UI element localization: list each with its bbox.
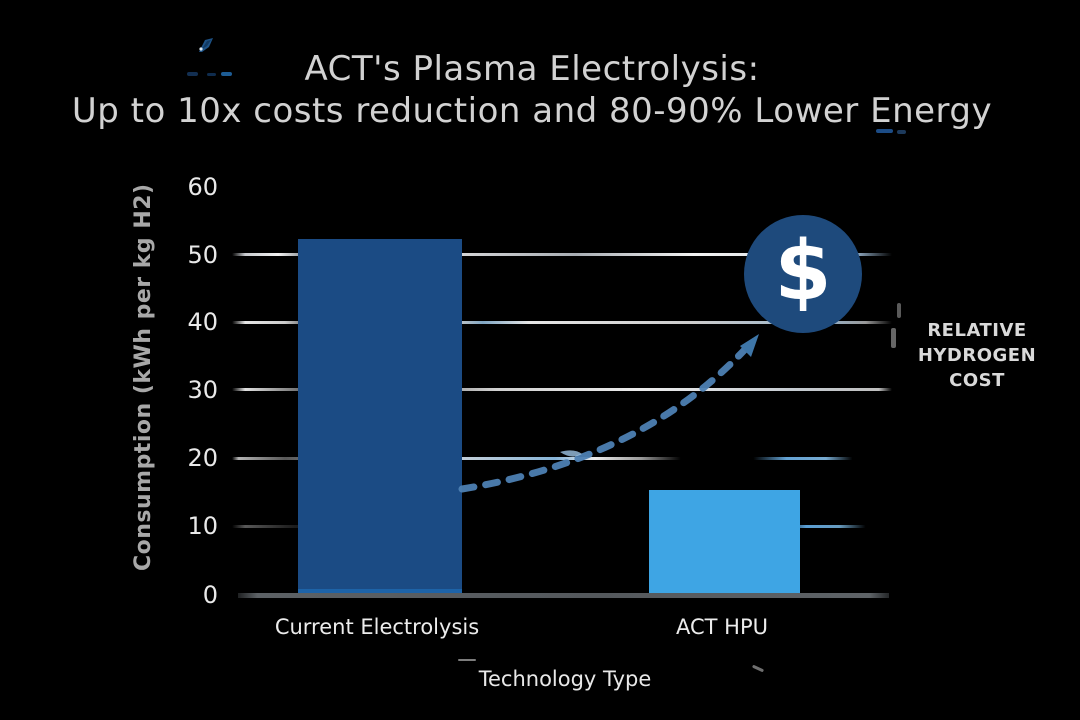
underline-artifact	[876, 129, 893, 133]
smudge-artifact	[458, 659, 476, 661]
smudge-artifact	[751, 664, 765, 673]
y-tick-0: 0	[202, 581, 218, 609]
relative-cost-line1: RELATIVE	[927, 320, 1027, 341]
relative-cost-line3: COST	[949, 370, 1005, 391]
gridline-40	[232, 321, 892, 324]
gridline-10	[232, 525, 892, 528]
logo-artifact-icon	[187, 38, 232, 76]
y-tick-10: 10	[187, 512, 218, 540]
chart-title-line2: Up to 10x costs reduction and 80-90% Low…	[71, 91, 993, 131]
chart-title: ACT's Plasma Electrolysis: Up to 10x cos…	[0, 48, 1064, 132]
y-tick-50: 50	[187, 241, 218, 269]
chart-title-line1: ACT's Plasma Electrolysis:	[304, 49, 760, 89]
dollar-symbol: $	[774, 224, 832, 319]
bar-current-electrolysis	[298, 239, 462, 593]
smudge-artifact	[897, 303, 901, 318]
bar-act-hpu	[649, 490, 800, 593]
underline-artifact	[897, 130, 906, 134]
y-tick-20: 20	[187, 444, 218, 472]
y-tick-60: 60	[187, 173, 218, 201]
x-tick-act-hpu: ACT HPU	[676, 615, 768, 639]
gridline-50	[232, 253, 892, 256]
dollar-icon: $	[744, 215, 862, 333]
x-axis-line	[238, 593, 889, 598]
relative-cost-note: RELATIVE HYDROGEN COST	[896, 318, 1058, 393]
x-axis-title: Technology Type	[478, 667, 652, 691]
y-tick-40: 40	[187, 308, 218, 336]
x-tick-current-electrolysis: Current Electrolysis	[274, 615, 480, 639]
smudge-artifact	[891, 328, 896, 348]
relative-cost-line2: HYDROGEN	[917, 345, 1037, 366]
y-tick-30: 30	[187, 376, 218, 404]
